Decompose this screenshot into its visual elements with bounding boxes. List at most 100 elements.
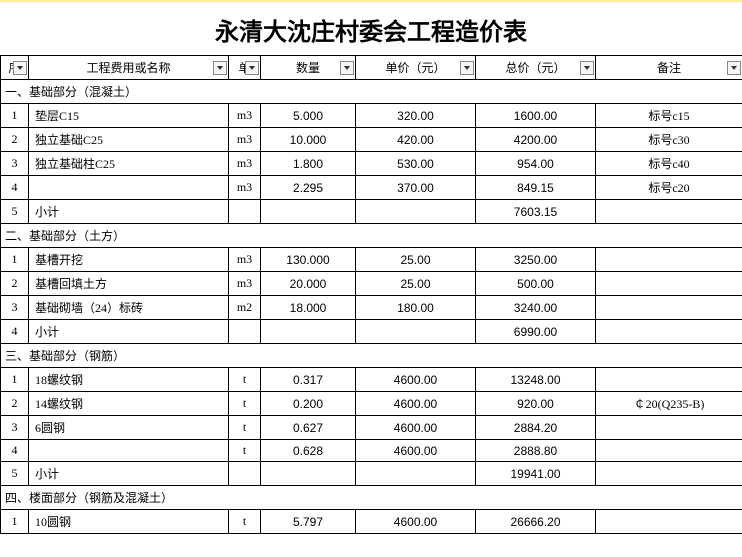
cell-qty: 130.000 xyxy=(261,248,356,272)
cell-unit: t xyxy=(229,416,261,440)
table-row: 5小计7603.15 xyxy=(1,200,742,224)
cell-unit xyxy=(229,200,261,224)
cell-qty: 0.200 xyxy=(261,392,356,416)
header-total: 总价（元） xyxy=(476,56,596,80)
cell-qty: 0.317 xyxy=(261,368,356,392)
cell-seq: 2 xyxy=(1,272,29,296)
header-name: 工程费用或名称 xyxy=(29,56,229,80)
cell-total: 3250.00 xyxy=(476,248,596,272)
cell-seq: 2 xyxy=(1,128,29,152)
cell-price: 4600.00 xyxy=(356,392,476,416)
cost-table: 序 工程费用或名称 单 数量 单价（元） 总价（元） 备注 一、基础部分（混凝土… xyxy=(0,55,742,534)
cell-seq: 3 xyxy=(1,296,29,320)
cell-unit: m3 xyxy=(229,104,261,128)
header-note: 备注 xyxy=(596,56,742,80)
filter-icon[interactable] xyxy=(13,61,27,75)
header-unit: 单 xyxy=(229,56,261,80)
cell-unit: m3 xyxy=(229,128,261,152)
cell-seq: 5 xyxy=(1,462,29,486)
cell-qty: 0.628 xyxy=(261,440,356,462)
table-row: 214螺纹钢t0.2004600.00920.00￠20(Q235-B) xyxy=(1,392,742,416)
cell-total: 920.00 xyxy=(476,392,596,416)
cell-seq: 3 xyxy=(1,152,29,176)
filter-icon[interactable] xyxy=(727,61,741,75)
cell-unit: t xyxy=(229,510,261,534)
cell-price: 370.00 xyxy=(356,176,476,200)
cell-price xyxy=(356,200,476,224)
cell-unit xyxy=(229,462,261,486)
cell-unit: t xyxy=(229,368,261,392)
cell-name: 小计 xyxy=(29,462,229,486)
cell-note xyxy=(596,320,742,344)
cell-total: 1600.00 xyxy=(476,104,596,128)
cell-note xyxy=(596,416,742,440)
cell-total: 19941.00 xyxy=(476,462,596,486)
cell-name: 独立基础柱C25 xyxy=(29,152,229,176)
filter-icon[interactable] xyxy=(340,61,354,75)
table-row: 3独立基础柱C25m31.800530.00954.00标号c40 xyxy=(1,152,742,176)
cell-name xyxy=(29,176,229,200)
filter-icon[interactable] xyxy=(213,61,227,75)
cell-qty: 2.295 xyxy=(261,176,356,200)
cell-price: 4600.00 xyxy=(356,440,476,462)
cell-price: 420.00 xyxy=(356,128,476,152)
cell-seq: 4 xyxy=(1,320,29,344)
table-row: 110圆钢t5.7974600.0026666.20 xyxy=(1,510,742,534)
cell-unit xyxy=(229,320,261,344)
cell-seq: 4 xyxy=(1,440,29,462)
cell-total: 954.00 xyxy=(476,152,596,176)
filter-icon[interactable] xyxy=(580,61,594,75)
cell-name xyxy=(29,440,229,462)
cell-total: 3240.00 xyxy=(476,296,596,320)
cell-price: 530.00 xyxy=(356,152,476,176)
cell-name: 垫层C15 xyxy=(29,104,229,128)
cell-total: 2888.80 xyxy=(476,440,596,462)
cell-note: 标号c20 xyxy=(596,176,742,200)
cell-total: 4200.00 xyxy=(476,128,596,152)
cell-note: 标号c30 xyxy=(596,128,742,152)
table-row: 2独立基础C25m310.000420.004200.00标号c30 xyxy=(1,128,742,152)
table-row: 1垫层C15m35.000320.001600.00标号c15 xyxy=(1,104,742,128)
table-row: 4m32.295370.00849.15标号c20 xyxy=(1,176,742,200)
cell-name: 18螺纹钢 xyxy=(29,368,229,392)
cell-name: 独立基础C25 xyxy=(29,128,229,152)
cell-qty xyxy=(261,320,356,344)
cell-name: 基础砌墙（24）标砖 xyxy=(29,296,229,320)
cell-unit: m2 xyxy=(229,296,261,320)
cell-seq: 1 xyxy=(1,248,29,272)
cell-note xyxy=(596,272,742,296)
cell-qty xyxy=(261,200,356,224)
cell-note: ￠20(Q235-B) xyxy=(596,392,742,416)
cell-note xyxy=(596,368,742,392)
cell-qty: 5.797 xyxy=(261,510,356,534)
header-seq: 序 xyxy=(1,56,29,80)
header-qty: 数量 xyxy=(261,56,356,80)
cell-price: 4600.00 xyxy=(356,416,476,440)
cell-note: 标号c40 xyxy=(596,152,742,176)
cell-name: 小计 xyxy=(29,320,229,344)
cell-note xyxy=(596,248,742,272)
cell-total: 6990.00 xyxy=(476,320,596,344)
cell-name: 14螺纹钢 xyxy=(29,392,229,416)
table-row: 3基础砌墙（24）标砖m218.000180.003240.00 xyxy=(1,296,742,320)
cell-name: 基槽回填土方 xyxy=(29,272,229,296)
cell-unit: m3 xyxy=(229,176,261,200)
section-header: 二、基础部分（土方） xyxy=(1,224,742,248)
table-row: 4小计 6990.00 xyxy=(1,320,742,344)
cell-price: 4600.00 xyxy=(356,368,476,392)
filter-icon[interactable] xyxy=(460,61,474,75)
cell-unit: m3 xyxy=(229,248,261,272)
cell-unit: t xyxy=(229,392,261,416)
cell-qty: 1.800 xyxy=(261,152,356,176)
filter-icon[interactable] xyxy=(245,61,259,75)
cell-qty: 10.000 xyxy=(261,128,356,152)
cell-total: 2884.20 xyxy=(476,416,596,440)
cell-note xyxy=(596,462,742,486)
table-title: 永清大沈庄村委会工程造价表 xyxy=(0,2,742,55)
cell-name: 6圆钢 xyxy=(29,416,229,440)
header-row: 序 工程费用或名称 单 数量 单价（元） 总价（元） 备注 xyxy=(1,56,742,80)
cell-qty: 20.000 xyxy=(261,272,356,296)
section-header: 三、基础部分（钢筋） xyxy=(1,344,742,368)
cell-qty xyxy=(261,462,356,486)
cell-note xyxy=(596,296,742,320)
